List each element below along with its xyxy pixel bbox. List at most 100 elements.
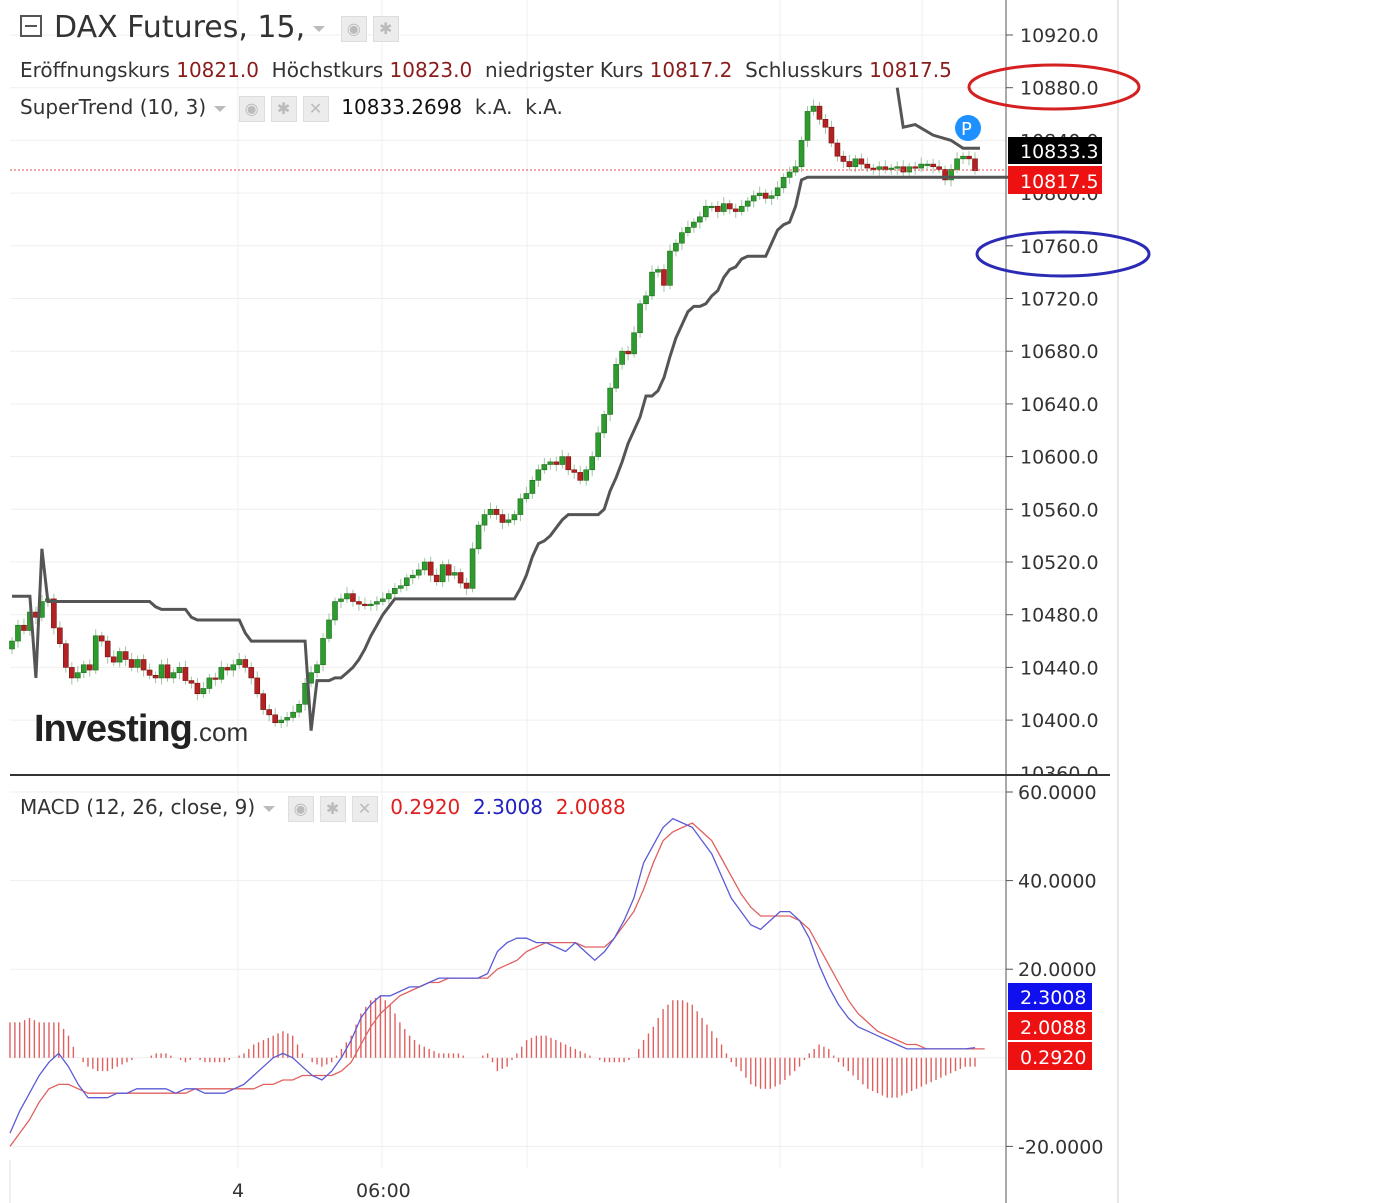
low-value: 10817.2	[649, 58, 733, 82]
supertrend-line	[12, 175, 1035, 731]
candle	[164, 664, 171, 679]
candle	[248, 667, 255, 679]
candle	[816, 105, 823, 120]
macd-badge-histogram	[1008, 1042, 1092, 1070]
price-tick-label: 10680.0	[1020, 341, 1099, 363]
candle	[499, 514, 506, 523]
candle	[697, 216, 703, 223]
macd-tick-label: 40.0000	[1018, 871, 1097, 893]
candle	[51, 598, 57, 629]
price-tick-label: 10600.0	[1020, 447, 1099, 469]
candle	[918, 163, 924, 169]
macd-signal-line	[9, 822, 985, 1147]
candle	[314, 664, 320, 673]
candle	[756, 192, 763, 197]
candle	[912, 166, 918, 169]
candle	[236, 659, 243, 666]
candle	[80, 664, 87, 673]
macd-tick-label: 60.0000	[1018, 782, 1097, 804]
annotation-ellipse-blue	[975, 230, 1151, 278]
candle	[954, 158, 960, 170]
candle	[284, 717, 290, 721]
candle	[709, 205, 715, 209]
candle	[403, 577, 410, 587]
candle	[798, 140, 805, 168]
candle	[397, 585, 404, 589]
candle	[386, 593, 392, 600]
candle	[212, 677, 219, 680]
candle	[15, 624, 21, 642]
candle	[98, 635, 105, 642]
candle	[254, 677, 261, 695]
candle	[541, 464, 548, 471]
candle	[517, 498, 524, 515]
price-tick-label: 10760.0	[1020, 236, 1099, 258]
candle	[942, 169, 948, 181]
candle	[224, 667, 231, 671]
price-tick-label: 10360.0	[1020, 763, 1099, 785]
open-value: 10821.0	[176, 58, 259, 82]
candle	[206, 677, 213, 689]
candle	[439, 564, 446, 583]
candle	[589, 456, 595, 471]
candle	[9, 640, 15, 650]
high-label: Höchstkurs	[271, 58, 384, 82]
candle	[266, 709, 272, 716]
candle	[972, 158, 978, 172]
candle	[475, 524, 482, 550]
candle	[876, 166, 883, 170]
candle	[194, 682, 201, 695]
candle	[326, 619, 332, 639]
candle	[750, 195, 757, 202]
candle	[272, 714, 278, 724]
candle	[643, 295, 649, 305]
close-icon[interactable]: ✕	[351, 795, 378, 822]
eye-icon[interactable]: ◉	[287, 795, 314, 822]
candle	[601, 414, 607, 434]
candle	[451, 572, 458, 576]
macd-tick-label: -20.0000	[1018, 1136, 1103, 1158]
chevron-down-icon[interactable]	[263, 805, 276, 812]
collapse-icon[interactable]	[20, 14, 42, 37]
candle	[134, 659, 141, 668]
macd-label[interactable]: MACD (12, 26, close, 9)	[20, 795, 256, 819]
chevron-down-icon[interactable]	[313, 25, 326, 32]
candle	[822, 119, 829, 128]
candle	[535, 469, 542, 481]
candle	[242, 659, 249, 668]
candle	[278, 719, 284, 724]
price-badge-supertrend-label: 10833.3	[1020, 141, 1099, 163]
price-tick-label: 10880.0	[1020, 78, 1099, 100]
candle	[924, 163, 930, 166]
candle	[619, 350, 625, 365]
eye-icon[interactable]: ◉	[340, 15, 367, 42]
candle	[511, 514, 518, 521]
price-badge-last	[1008, 166, 1102, 194]
gear-icon[interactable]: ✱	[372, 15, 399, 42]
macd-badge-line	[1008, 983, 1092, 1010]
candle	[218, 667, 225, 680]
candle	[744, 200, 751, 207]
candle	[110, 656, 117, 663]
candle	[583, 469, 590, 481]
candle	[846, 161, 853, 168]
supertrend-value: 10833.2698	[341, 95, 463, 119]
chevron-down-icon[interactable]	[214, 105, 227, 112]
candle	[230, 664, 237, 671]
candle	[804, 111, 811, 141]
candle	[350, 593, 356, 602]
price-tick-label: 10480.0	[1020, 605, 1099, 627]
candle	[577, 472, 584, 481]
gear-icon[interactable]: ✱	[270, 95, 297, 122]
candle	[182, 667, 189, 681]
candle	[122, 651, 129, 660]
annotation-ellipse-red	[967, 63, 1141, 111]
candle	[116, 651, 123, 663]
macd-tick-label: 20.0000	[1018, 959, 1097, 981]
supertrend-label[interactable]: SuperTrend (10, 3)	[20, 95, 207, 119]
close-icon[interactable]: ✕	[302, 95, 329, 122]
macd-line	[9, 817, 976, 1134]
candle	[882, 166, 889, 170]
eye-icon[interactable]: ◉	[238, 95, 265, 122]
gear-icon[interactable]: ✱	[319, 795, 346, 822]
